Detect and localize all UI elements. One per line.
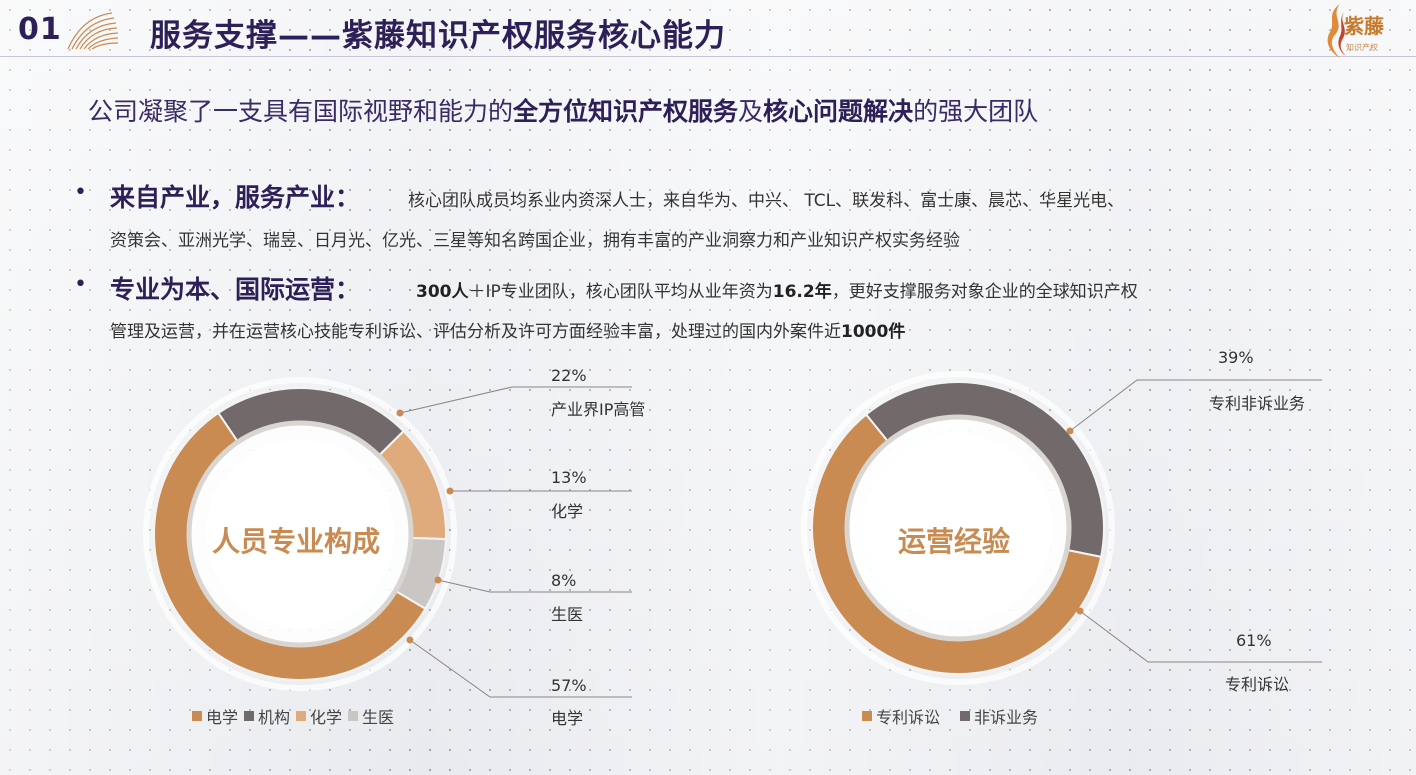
leader-dot xyxy=(1076,607,1084,615)
chart-halo xyxy=(801,371,1115,685)
chart2-value-label: 39% xyxy=(1218,348,1254,367)
chart1-value-label: 22% xyxy=(551,366,587,385)
fingerprint-icon xyxy=(67,12,119,50)
legend-item: 专利诉讼 xyxy=(876,708,941,727)
logo-subtext: 知识产权 xyxy=(1346,43,1378,52)
chart2-slice-label: 专利诉讼 xyxy=(1225,675,1290,694)
legend-swatch xyxy=(960,711,971,721)
bullet-heading-1: 来自产业，服务产业： xyxy=(110,183,361,212)
subtitle-part3: 的强大团队 xyxy=(913,97,1039,126)
avg-years: 16.2年 xyxy=(772,282,832,302)
legend-swatch xyxy=(348,711,359,721)
chart1-slice-label: 产业界IP高管 xyxy=(551,400,646,419)
chart2-slice-label: 专利非诉业务 xyxy=(1209,394,1306,413)
bullet-dot: • xyxy=(74,272,87,297)
section-number: 01 xyxy=(18,12,62,47)
leader-dot xyxy=(406,636,414,644)
leader-line-非诉业务 xyxy=(1069,379,1322,432)
bullet-2-text-a: ＋IP专业团队，核心团队平均从业年资为 xyxy=(468,282,773,302)
chart1-slice-label: 电学 xyxy=(551,709,584,728)
chart1-value-label: 13% xyxy=(551,468,587,487)
legend-swatch xyxy=(192,711,202,721)
legend-swatch xyxy=(296,711,307,721)
leader-dot xyxy=(1066,427,1074,435)
page-title: 服务支撑——紫藤知识产权服务核心能力 xyxy=(150,18,726,54)
subtitle-part1: 公司凝聚了一支具有国际视野和能力的 xyxy=(88,97,514,126)
leader-dot xyxy=(446,487,454,495)
bullet-2-line1: 300人＋IP专业团队，核心团队平均从业年资为16.2年，更好支撑服务对象企业的… xyxy=(416,277,1138,302)
bullet-1-line1: 核心团队成员均系业内资深人士，来自华为、中兴、 TCL、联发科、富士康、晨芯、华… xyxy=(408,191,1125,211)
leader-line-电学 xyxy=(409,639,632,698)
leader-line-机构 xyxy=(399,386,632,414)
subtitle-bold2: 核心问题解决 xyxy=(763,97,914,126)
chart2-legend: 专利诉讼 非诉业务 xyxy=(856,704,1038,728)
legend-item: 机构 xyxy=(258,708,291,727)
leader-dot xyxy=(396,409,404,417)
chart1-value-label: 8% xyxy=(551,571,577,590)
donut-center xyxy=(864,434,1052,622)
chart2-value-label: 61% xyxy=(1236,631,1272,650)
chart-halo xyxy=(143,377,457,691)
bullet-2-line2: 管理及运营，并在运营核心技能专利诉讼、评估分析及许可方面经验丰富，处理过的国内外… xyxy=(110,317,905,342)
header-divider xyxy=(0,56,1416,57)
chart2-center-title: 运营经验 xyxy=(898,525,1011,558)
chart1-center-title: 人员专业构成 xyxy=(212,525,381,558)
logo-text: 紫藤 xyxy=(1344,14,1384,38)
bullet-dot: • xyxy=(74,180,87,205)
legend-item: 电学 xyxy=(206,708,239,727)
subtitle: 公司凝聚了一支具有国际视野和能力的全方位知识产权服务及核心问题解决的强大团队 xyxy=(88,92,1038,128)
chart1-slice-label: 生医 xyxy=(551,605,584,624)
bullet-heading-2: 专业为本、国际运营： xyxy=(110,275,361,304)
subtitle-bold1: 全方位知识产权服务 xyxy=(513,97,739,126)
leader-line-生医 xyxy=(437,579,632,593)
chart1-legend: 电学 机构 化学 生医 xyxy=(186,704,394,728)
flame-icon xyxy=(1327,4,1346,58)
leader-line-专利诉讼 xyxy=(1079,610,1322,663)
team-size: 300人 xyxy=(416,282,469,302)
bullet-2-text-b: ，更好支撑服务对象企业的全球知识产权 xyxy=(831,282,1138,302)
bullet-2-text-c: 管理及运营，并在运营核心技能专利诉讼、评估分析及许可方面经验丰富，处理过的国内外… xyxy=(110,322,841,342)
bullet-1-line2: 资策会、亚洲光学、瑞昱、日月光、亿光、三星等知名跨国企业，拥有丰富的产业洞察力和… xyxy=(110,231,960,251)
donut-center xyxy=(206,440,394,628)
brand-logo: 紫藤 知识产权 xyxy=(1318,2,1390,60)
case-count: 1000件 xyxy=(841,322,906,342)
legend-swatch xyxy=(244,711,255,721)
legend-item: 非诉业务 xyxy=(974,708,1039,727)
legend-item: 化学 xyxy=(310,708,343,727)
subtitle-part2: 及 xyxy=(738,97,764,126)
chart1-slice-label: 化学 xyxy=(551,502,584,521)
chart1-value-label: 57% xyxy=(551,676,587,695)
leader-dot xyxy=(434,576,442,584)
legend-swatch xyxy=(862,711,872,721)
legend-item: 生医 xyxy=(362,708,395,727)
